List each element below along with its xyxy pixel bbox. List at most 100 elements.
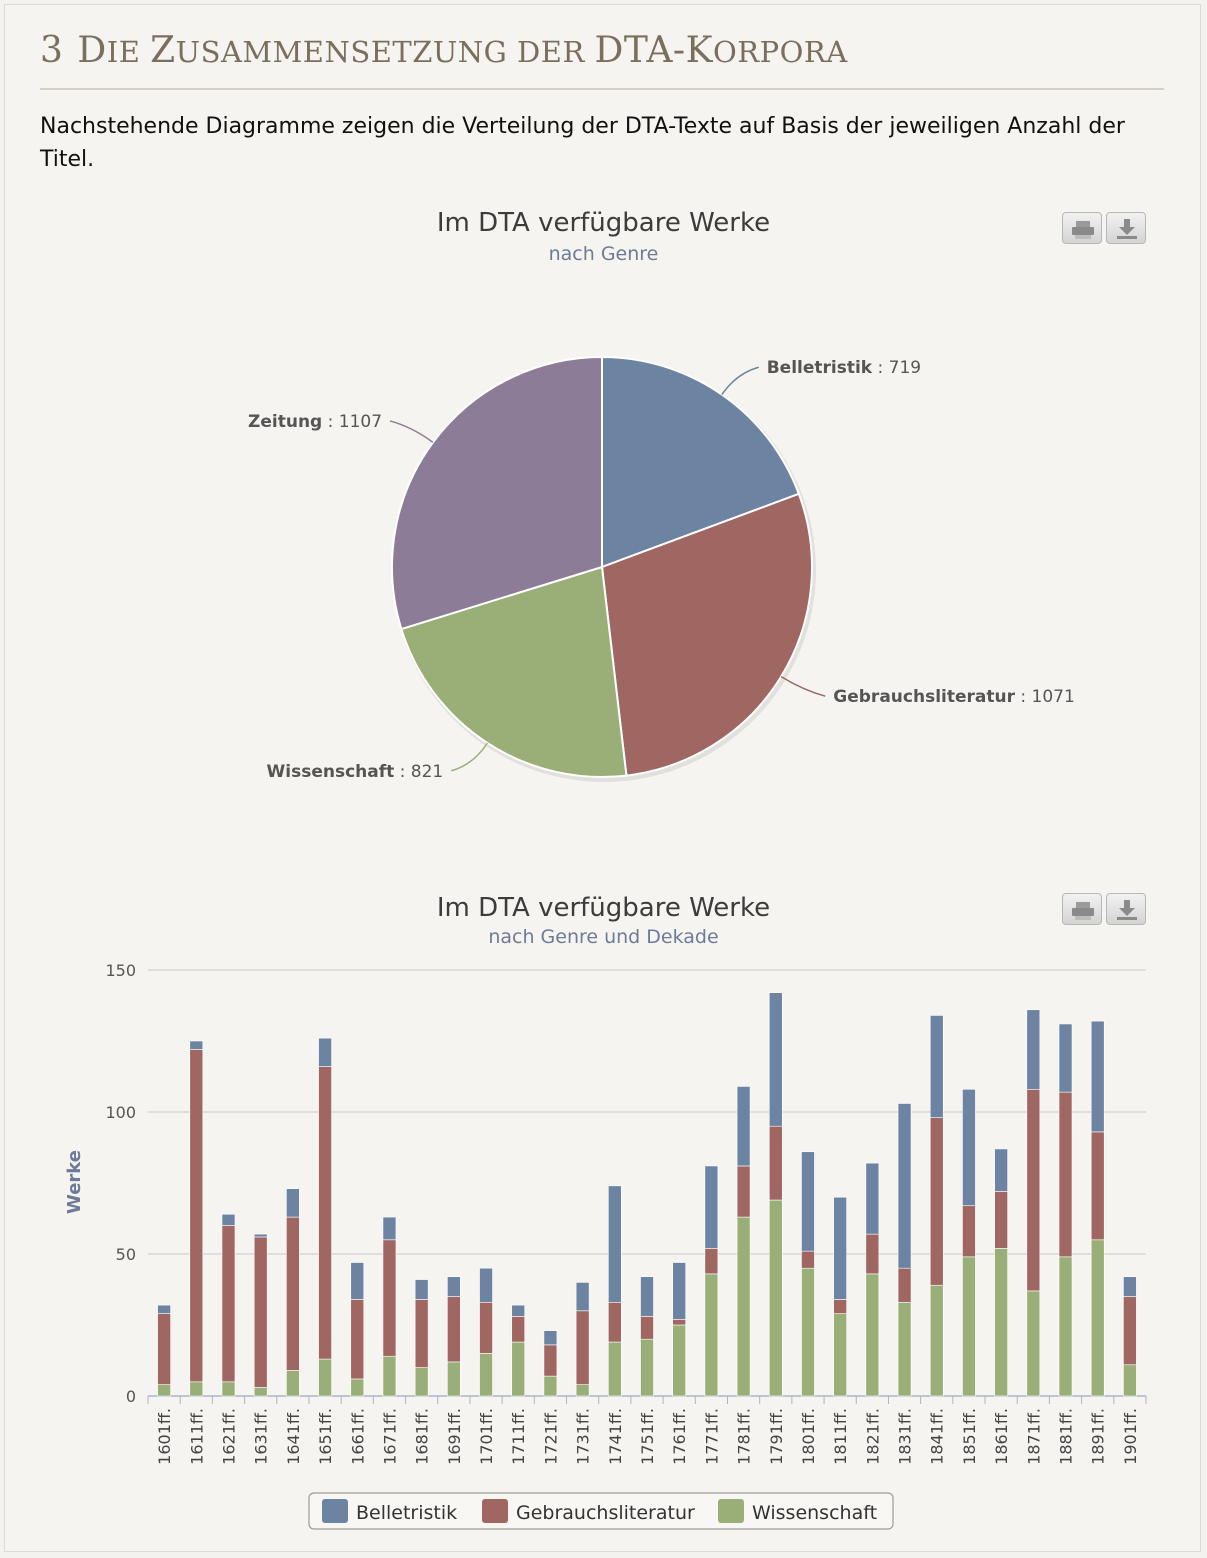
bar-segment-belletristik[interactable] bbox=[543, 1330, 558, 1346]
pie-slice-belletristik[interactable] bbox=[601, 355, 801, 569]
bar-segment-belletristik[interactable] bbox=[221, 1213, 236, 1226]
bar-segment-gebrauchsliteratur[interactable] bbox=[833, 1299, 847, 1314]
bar-print-button[interactable] bbox=[1062, 893, 1102, 925]
bar-segment-gebrauchsliteratur[interactable] bbox=[704, 1248, 719, 1275]
bar-segment-wissenschaft[interactable] bbox=[704, 1273, 719, 1397]
bar-segment-wissenschaft[interactable] bbox=[897, 1301, 912, 1397]
bar-segment-gebrauchsliteratur[interactable] bbox=[382, 1239, 397, 1357]
bar-segment-wissenschaft[interactable] bbox=[189, 1381, 204, 1397]
bar-segment-belletristik[interactable] bbox=[382, 1216, 397, 1241]
bar-segment-wissenschaft[interactable] bbox=[768, 1199, 783, 1397]
bar-segment-belletristik[interactable] bbox=[479, 1267, 493, 1303]
bar-segment-belletristik[interactable] bbox=[1090, 1020, 1105, 1133]
bar-segment-wissenschaft[interactable] bbox=[286, 1370, 300, 1397]
bar-segment-gebrauchsliteratur[interactable] bbox=[189, 1049, 204, 1383]
pie-download-button[interactable] bbox=[1106, 212, 1146, 244]
bar-segment-belletristik[interactable] bbox=[672, 1262, 686, 1320]
bar-segment-gebrauchsliteratur[interactable] bbox=[286, 1216, 300, 1371]
bar-segment-wissenschaft[interactable] bbox=[1058, 1256, 1073, 1397]
bar-segment-gebrauchsliteratur[interactable] bbox=[897, 1267, 912, 1303]
bar-segment-gebrauchsliteratur[interactable] bbox=[672, 1319, 686, 1326]
bar-segment-gebrauchsliteratur[interactable] bbox=[575, 1310, 590, 1385]
bar-segment-wissenschaft[interactable] bbox=[318, 1358, 332, 1397]
legend-item-gebrauchsliteratur[interactable]: Gebrauchsliteratur bbox=[516, 1502, 695, 1524]
bar-segment-gebrauchsliteratur[interactable] bbox=[1090, 1131, 1105, 1241]
bar-segment-gebrauchsliteratur[interactable] bbox=[1058, 1091, 1073, 1258]
bar-segment-wissenschaft[interactable] bbox=[608, 1341, 622, 1397]
bar-segment-gebrauchsliteratur[interactable] bbox=[447, 1296, 461, 1363]
bar-segment-gebrauchsliteratur[interactable] bbox=[157, 1313, 171, 1385]
bar-segment-wissenschaft[interactable] bbox=[221, 1381, 236, 1397]
bar-segment-gebrauchsliteratur[interactable] bbox=[1026, 1088, 1041, 1292]
bar-segment-belletristik[interactable] bbox=[318, 1037, 332, 1067]
bar-segment-belletristik[interactable] bbox=[1058, 1023, 1073, 1093]
bar-segment-belletristik[interactable] bbox=[962, 1088, 976, 1207]
bar-segment-belletristik[interactable] bbox=[929, 1015, 944, 1118]
bar-segment-wissenschaft[interactable] bbox=[736, 1216, 751, 1397]
pie-slice-wissenschaft[interactable] bbox=[400, 565, 628, 778]
bar-segment-belletristik[interactable] bbox=[1026, 1009, 1041, 1090]
bar-segment-gebrauchsliteratur[interactable] bbox=[929, 1117, 944, 1286]
bar-segment-belletristik[interactable] bbox=[286, 1188, 300, 1218]
bar-segment-belletristik[interactable] bbox=[608, 1185, 622, 1303]
bar-segment-belletristik[interactable] bbox=[575, 1282, 590, 1312]
bar-segment-belletristik[interactable] bbox=[736, 1086, 751, 1167]
bar-segment-gebrauchsliteratur[interactable] bbox=[801, 1250, 815, 1269]
bar-segment-gebrauchsliteratur[interactable] bbox=[736, 1165, 751, 1218]
bar-segment-wissenschaft[interactable] bbox=[865, 1273, 880, 1397]
bar-segment-wissenschaft[interactable] bbox=[253, 1387, 268, 1397]
legend-item-belletristik[interactable]: Belletristik bbox=[356, 1502, 457, 1524]
bar-segment-gebrauchsliteratur[interactable] bbox=[414, 1299, 429, 1368]
bar-segment-gebrauchsliteratur[interactable] bbox=[511, 1316, 526, 1343]
legend-item-wissenschaft[interactable]: Wissenschaft bbox=[752, 1502, 877, 1524]
bar-segment-wissenschaft[interactable] bbox=[833, 1313, 847, 1397]
bar-segment-wissenschaft[interactable] bbox=[575, 1384, 590, 1397]
pie-print-button[interactable] bbox=[1062, 212, 1102, 244]
bar-segment-wissenschaft[interactable] bbox=[511, 1341, 526, 1397]
bar-segment-belletristik[interactable] bbox=[350, 1262, 365, 1300]
bar-segment-gebrauchsliteratur[interactable] bbox=[221, 1225, 236, 1383]
bar-segment-belletristik[interactable] bbox=[865, 1162, 880, 1235]
bar-segment-wissenschaft[interactable] bbox=[929, 1284, 944, 1397]
bar-segment-gebrauchsliteratur[interactable] bbox=[768, 1125, 783, 1201]
bar-segment-wissenschaft[interactable] bbox=[157, 1384, 171, 1397]
bar-segment-wissenschaft[interactable] bbox=[382, 1355, 397, 1397]
pie-slice-gebrauchsliteratur[interactable] bbox=[600, 492, 813, 777]
bar-segment-gebrauchsliteratur[interactable] bbox=[253, 1236, 268, 1388]
bar-segment-belletristik[interactable] bbox=[1123, 1276, 1137, 1297]
bar-segment-gebrauchsliteratur[interactable] bbox=[1123, 1296, 1137, 1366]
bar-segment-belletristik[interactable] bbox=[704, 1165, 719, 1249]
bar-segment-wissenschaft[interactable] bbox=[801, 1267, 815, 1397]
bar-segment-gebrauchsliteratur[interactable] bbox=[543, 1344, 558, 1377]
bar-segment-gebrauchsliteratur[interactable] bbox=[994, 1191, 1008, 1249]
bar-segment-gebrauchsliteratur[interactable] bbox=[962, 1205, 976, 1258]
bar-segment-wissenschaft[interactable] bbox=[447, 1361, 461, 1397]
bar-segment-belletristik[interactable] bbox=[253, 1233, 268, 1238]
bar-segment-belletristik[interactable] bbox=[157, 1304, 171, 1314]
bar-segment-wissenschaft[interactable] bbox=[962, 1256, 976, 1397]
bar-segment-gebrauchsliteratur[interactable] bbox=[350, 1299, 365, 1380]
bar-segment-belletristik[interactable] bbox=[801, 1151, 815, 1252]
bar-segment-gebrauchsliteratur[interactable] bbox=[865, 1233, 880, 1275]
bar-segment-wissenschaft[interactable] bbox=[672, 1324, 686, 1397]
bar-segment-belletristik[interactable] bbox=[833, 1196, 847, 1300]
bar-segment-belletristik[interactable] bbox=[768, 992, 783, 1127]
bar-download-button[interactable] bbox=[1106, 893, 1146, 925]
bar-segment-wissenschaft[interactable] bbox=[1090, 1239, 1105, 1397]
bar-segment-belletristik[interactable] bbox=[511, 1304, 526, 1317]
bar-segment-belletristik[interactable] bbox=[640, 1276, 654, 1317]
bar-segment-belletristik[interactable] bbox=[414, 1279, 429, 1300]
bar-segment-belletristik[interactable] bbox=[447, 1276, 461, 1297]
bar-segment-gebrauchsliteratur[interactable] bbox=[318, 1066, 332, 1360]
bar-segment-wissenschaft[interactable] bbox=[994, 1248, 1008, 1397]
bar-segment-wissenschaft[interactable] bbox=[543, 1375, 558, 1397]
bar-segment-belletristik[interactable] bbox=[189, 1040, 204, 1050]
bar-segment-wissenschaft[interactable] bbox=[479, 1353, 493, 1397]
bar-segment-belletristik[interactable] bbox=[897, 1103, 912, 1269]
bar-segment-wissenschaft[interactable] bbox=[350, 1378, 365, 1397]
pie-slice-zeitung[interactable] bbox=[391, 355, 603, 631]
bar-segment-wissenschaft[interactable] bbox=[1026, 1290, 1041, 1397]
bar-segment-gebrauchsliteratur[interactable] bbox=[640, 1316, 654, 1340]
bar-segment-gebrauchsliteratur[interactable] bbox=[608, 1301, 622, 1343]
bar-segment-wissenschaft[interactable] bbox=[640, 1338, 654, 1397]
